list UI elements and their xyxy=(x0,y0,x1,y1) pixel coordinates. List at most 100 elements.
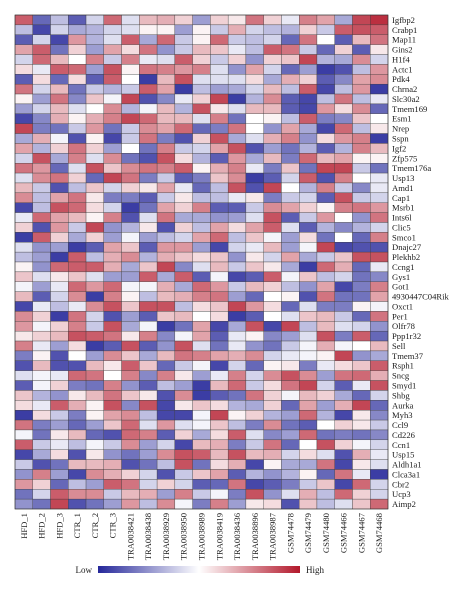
heatmap-cell xyxy=(103,370,122,381)
heatmap-cell xyxy=(121,123,140,134)
heatmap-cell xyxy=(263,291,282,302)
heatmap-cell xyxy=(281,390,300,401)
heatmap-cell xyxy=(299,380,318,391)
row-label: Aldh1a1 xyxy=(392,460,422,470)
heatmap-cell xyxy=(32,232,51,243)
heatmap-cell xyxy=(85,419,104,431)
heatmap-cell xyxy=(334,83,353,95)
heatmap-cell xyxy=(370,321,389,332)
heatmap-cell xyxy=(281,380,300,391)
heatmap-cell xyxy=(68,232,87,243)
heatmap-cell xyxy=(14,113,33,124)
heatmap-cell xyxy=(50,153,69,164)
heatmap-cell xyxy=(227,429,247,441)
heatmap-cell xyxy=(263,113,282,124)
heatmap-cell xyxy=(139,93,158,105)
heatmap-cell xyxy=(85,222,104,233)
heatmap-cell xyxy=(50,281,69,292)
heatmap-cell xyxy=(50,202,69,213)
heatmap-cell xyxy=(227,271,247,282)
heatmap-cell xyxy=(103,74,122,85)
heatmap-cell xyxy=(352,350,371,361)
heatmap-cell xyxy=(103,153,122,164)
heatmap-cell xyxy=(68,172,87,184)
heatmap-cell xyxy=(14,439,33,450)
heatmap-cell xyxy=(316,93,335,105)
column-label: GSM74467 xyxy=(356,512,366,553)
heatmap-cell xyxy=(156,261,176,273)
heatmap-cell xyxy=(334,281,353,292)
heatmap-cell xyxy=(334,330,353,342)
heatmap-cell xyxy=(68,498,87,510)
heatmap-cell xyxy=(263,192,282,203)
heatmap-cell xyxy=(121,54,140,65)
heatmap-cell xyxy=(32,54,51,65)
heatmap-cell xyxy=(316,232,335,243)
heatmap-cell xyxy=(32,74,51,85)
row-label: Igfbp2 xyxy=(392,15,415,25)
heatmap-cell xyxy=(50,350,69,361)
heatmap-cell xyxy=(103,163,122,174)
heatmap-cell xyxy=(227,202,247,213)
heatmap-cell xyxy=(156,271,176,282)
heatmap-cell xyxy=(32,133,51,144)
heatmap-cell xyxy=(85,182,104,194)
heatmap-cell xyxy=(316,459,335,470)
heatmap-cell xyxy=(174,163,193,174)
column-label: GSM74468 xyxy=(374,513,384,553)
heatmap-cell xyxy=(370,390,389,401)
heatmap-cell xyxy=(352,44,371,55)
heatmap-cell xyxy=(121,212,140,223)
heatmap-cell xyxy=(32,400,51,411)
heatmap-frame xyxy=(14,14,389,510)
heatmap-cell xyxy=(210,350,229,361)
row-label: Smco1 xyxy=(392,232,416,242)
heatmap-cell xyxy=(50,163,69,174)
heatmap-cell xyxy=(14,489,33,500)
heatmap-cell xyxy=(263,321,282,332)
heatmap-cell xyxy=(227,212,247,223)
heatmap-cell xyxy=(352,419,371,431)
heatmap-cell xyxy=(210,222,229,233)
heatmap-cell xyxy=(14,93,33,105)
heatmap-cell xyxy=(85,340,104,352)
heatmap-cell xyxy=(316,301,335,312)
heatmap-cell xyxy=(352,153,371,164)
heatmap-cell xyxy=(103,419,122,431)
heatmap-cell xyxy=(103,251,122,263)
heatmap-cell xyxy=(85,311,104,322)
heatmap-cell xyxy=(210,64,229,75)
heatmap-cell xyxy=(316,202,335,213)
heatmap-cell xyxy=(121,261,140,273)
heatmap-cell xyxy=(245,222,264,233)
heatmap-cell xyxy=(227,34,247,45)
heatmap-cell xyxy=(352,340,371,352)
heatmap-cell xyxy=(227,143,247,154)
heatmap-cell xyxy=(156,380,176,391)
heatmap-cell xyxy=(156,64,176,75)
heatmap-cell xyxy=(139,172,158,184)
heatmap-cell xyxy=(156,93,176,105)
heatmap-cell xyxy=(85,34,104,45)
heatmap-cell xyxy=(32,44,51,55)
heatmap-cell xyxy=(210,34,229,45)
heatmap-cell xyxy=(192,380,211,391)
heatmap-cell xyxy=(103,449,122,460)
color-legend: Low High xyxy=(76,565,325,575)
heatmap-cell xyxy=(299,498,318,510)
heatmap-cell xyxy=(210,330,229,342)
heatmap-cell xyxy=(174,301,193,312)
heatmap-cell xyxy=(334,172,353,184)
heatmap-cell xyxy=(352,212,371,223)
heatmap-cell xyxy=(227,54,247,65)
heatmap-cell xyxy=(139,291,158,302)
heatmap-cell xyxy=(299,34,318,45)
heatmap-cell xyxy=(174,133,193,144)
heatmap-cell xyxy=(299,133,318,144)
heatmap-cell xyxy=(210,321,229,332)
heatmap-cell xyxy=(156,143,176,154)
heatmap-cell xyxy=(263,390,282,401)
heatmap-cell xyxy=(263,301,282,312)
heatmap-cell xyxy=(316,360,335,371)
heatmap-cell xyxy=(192,192,211,203)
